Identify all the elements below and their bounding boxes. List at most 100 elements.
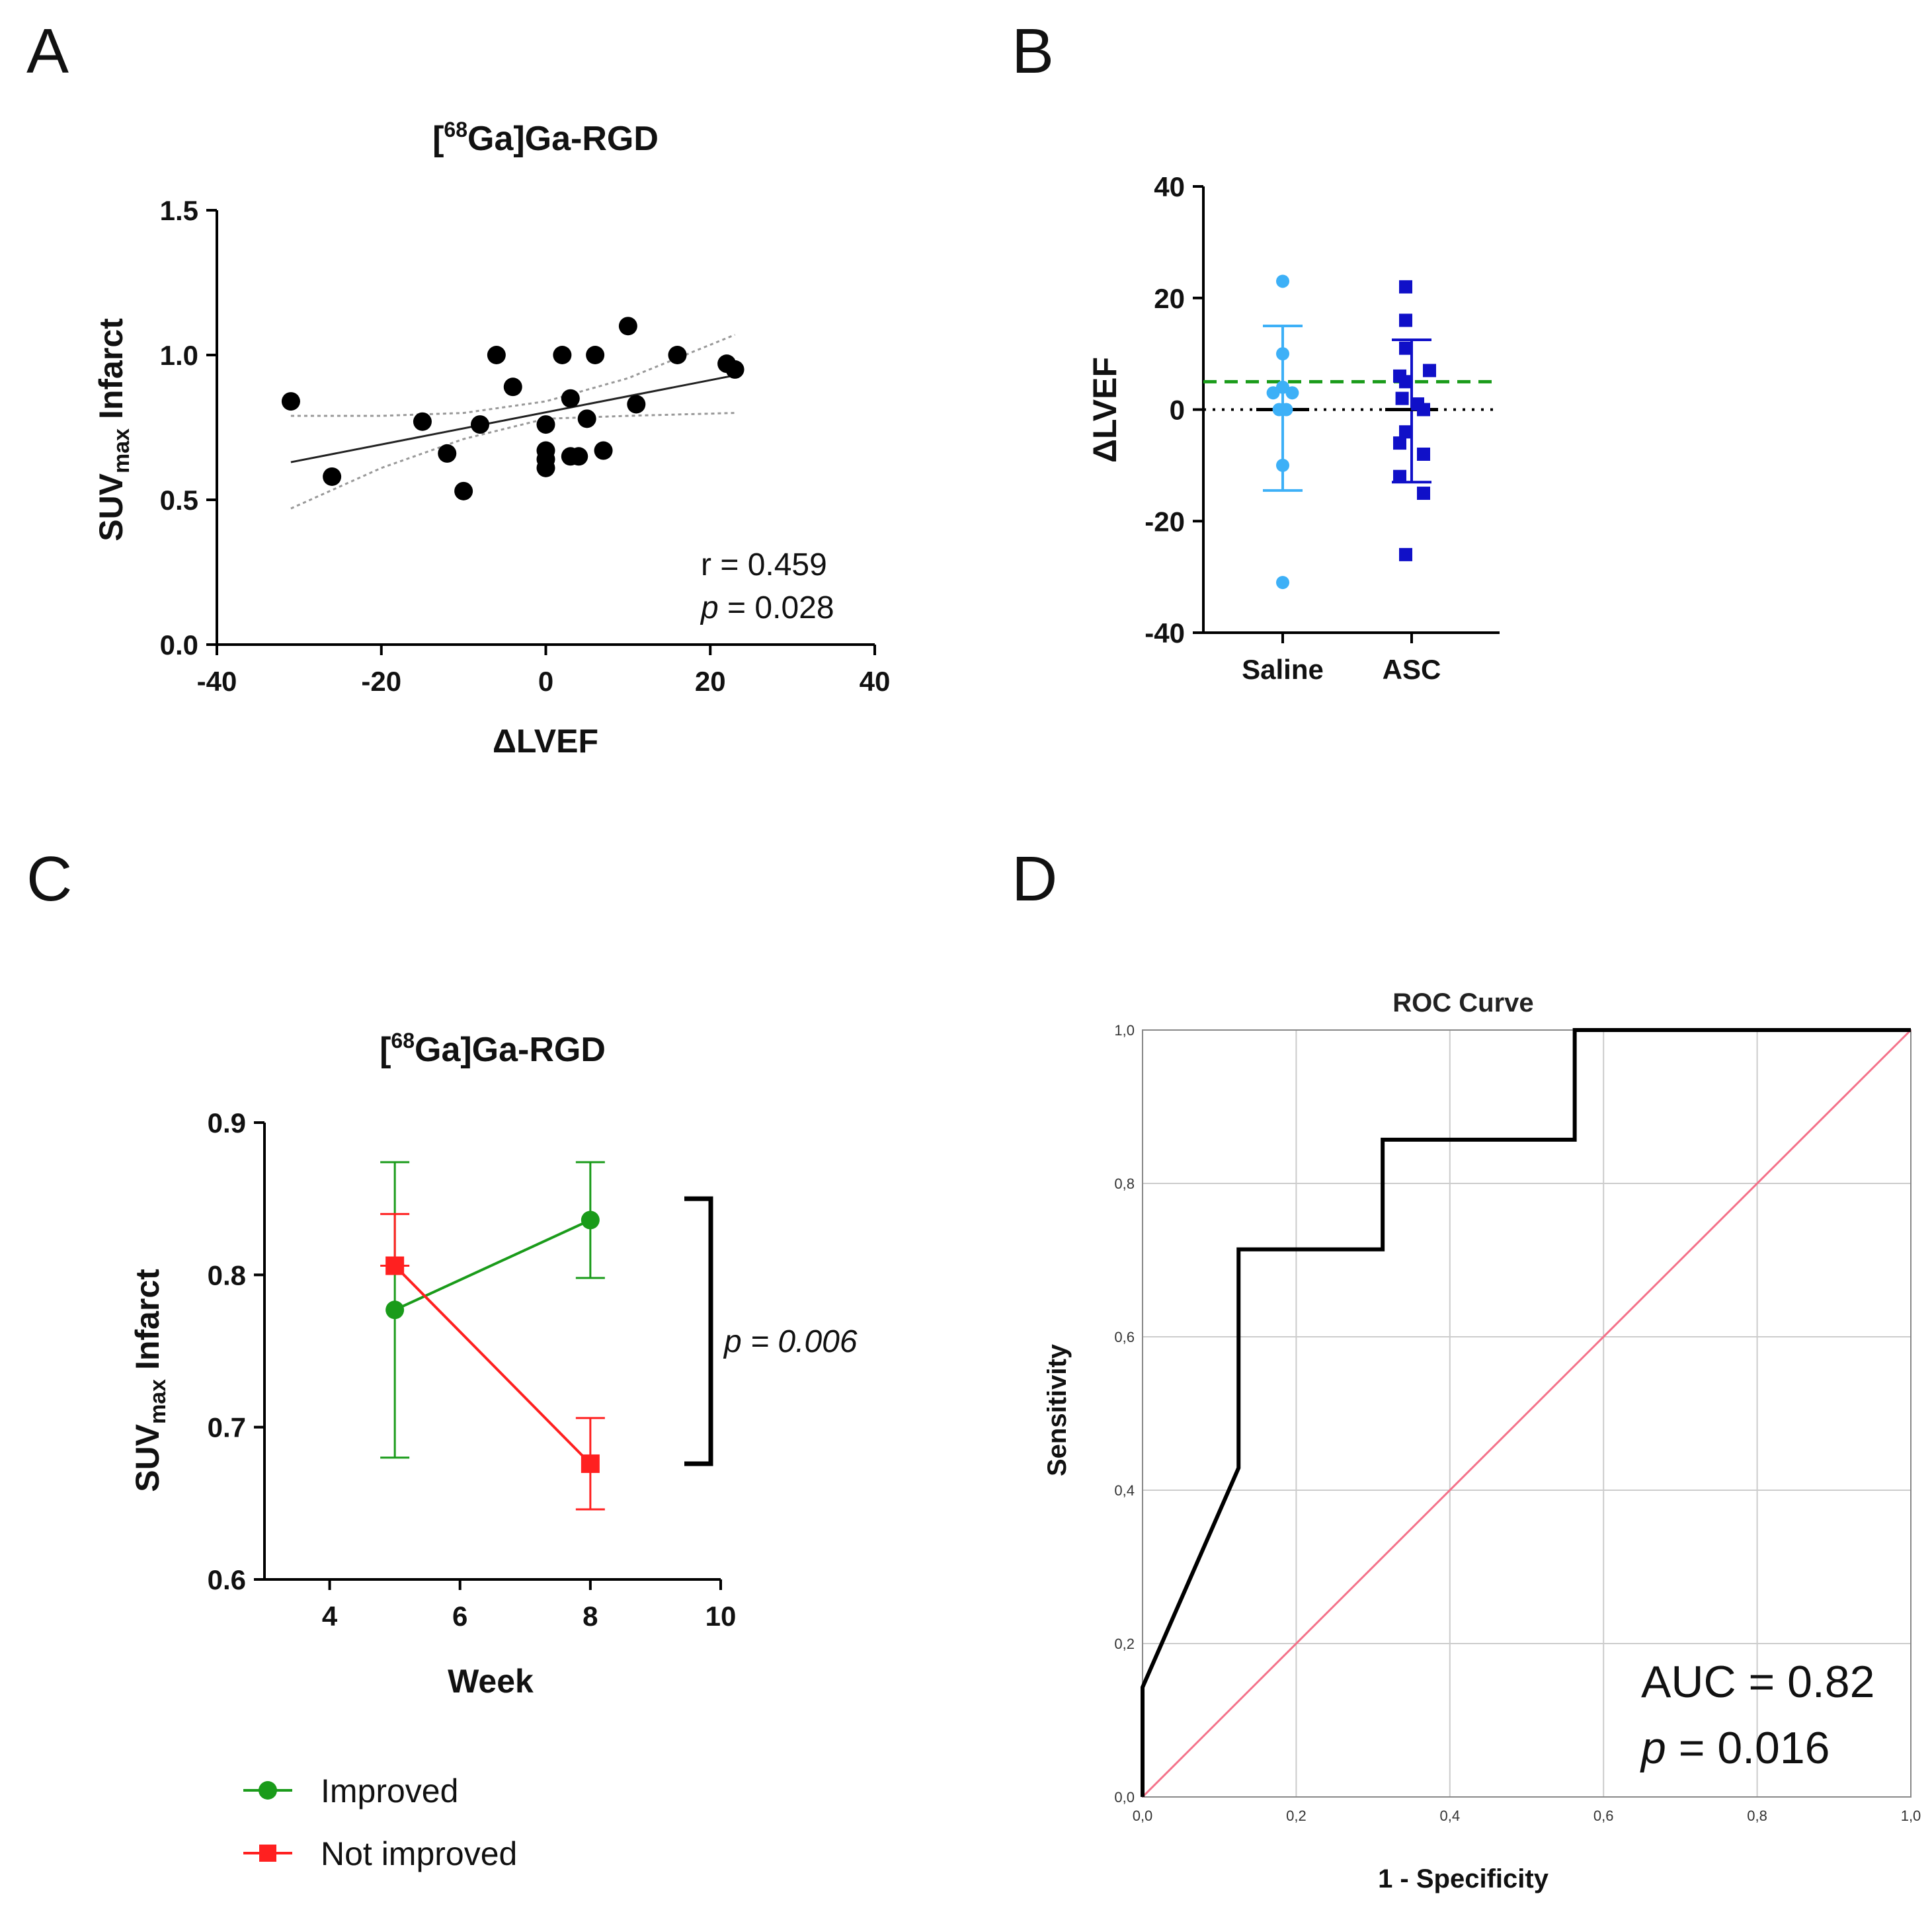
panel-c-p-value: p = 0.006 — [723, 1324, 858, 1359]
panel-a-data-point — [553, 346, 572, 364]
panel-a-x-tick-label: -40 — [197, 666, 237, 697]
panel-d-x-tick-label: 0,6 — [1593, 1808, 1614, 1824]
panel-a-y-tick-label: 0.5 — [160, 485, 198, 516]
panel-c-y-tick-label: 0.6 — [208, 1564, 246, 1595]
panel-a-data-point — [618, 317, 637, 336]
panel-c-not-improved-marker — [581, 1454, 600, 1473]
panel-b-asc-point — [1399, 280, 1412, 294]
panel-a-data-point — [323, 467, 342, 486]
panel-a-data-point — [668, 346, 687, 364]
panel-b-y-tick-label: 0 — [1170, 395, 1185, 426]
panel-a-data-point — [577, 409, 596, 428]
panel-a-regression-line — [290, 374, 735, 463]
panel-b-saline-point — [1266, 386, 1280, 400]
panel-d-x-tick-label: 0,0 — [1133, 1808, 1153, 1824]
panel-b-y-axis-label: ΔLVEF — [1086, 357, 1123, 463]
panel-a-data-point — [561, 389, 580, 408]
panel-d-y-tick-label: 1,0 — [1114, 1022, 1135, 1039]
panel-c-improved-marker — [385, 1300, 405, 1320]
panel-a-data-point — [586, 346, 605, 364]
panel-label-c: C — [26, 844, 72, 914]
panel-b-asc-point — [1399, 313, 1412, 327]
panel-a-data-point — [569, 447, 588, 466]
legend-improved-label: Improved — [321, 1772, 458, 1810]
panel-c-x-tick-label: 10 — [705, 1601, 737, 1632]
panel-b-asc-point — [1399, 547, 1412, 561]
panel-b-asc-point — [1411, 397, 1424, 411]
panel-c-y-tick-label: 0.7 — [208, 1412, 246, 1443]
panel-c-improved-line — [394, 1218, 591, 1312]
panel-b-saline-point — [1276, 380, 1289, 394]
panel-a-data-point — [594, 441, 613, 460]
panel-b-y-tick-label: -40 — [1145, 617, 1185, 649]
panel-c-legend: Improved Not improved — [243, 1772, 517, 1872]
panel-b-plot-area: -40 -20 0 20 40 Saline ASC — [1145, 171, 1500, 685]
panel-a-ci-lower-band — [290, 412, 735, 510]
panel-d-x-tick-label: 0,8 — [1747, 1808, 1767, 1824]
panel-a-x-tick-label: -20 — [361, 666, 401, 697]
panel-a-ci-upper-band — [290, 333, 736, 417]
panel-d-plot-area: 0,0 0,2 0,4 0,6 0,8 1,0 0,0 0,2 0,4 0,6 0,8 1,0 — [1114, 1022, 1921, 1824]
panel-c-title: [68Ga]Ga-RGD — [380, 1029, 606, 1069]
panel-a-data-point — [487, 346, 506, 364]
panel-b-saline-point — [1285, 386, 1299, 400]
panel-b-asc-point — [1417, 487, 1430, 500]
panel-b-asc-point — [1423, 364, 1436, 378]
panel-b-asc-point — [1399, 425, 1412, 439]
legend-item-improved: Improved — [243, 1772, 458, 1810]
panel-a-x-tick-label: 40 — [860, 666, 891, 697]
panel-c-x-axis-label: Week — [448, 1663, 534, 1700]
legend-not-improved-label: Not improved — [321, 1835, 517, 1872]
panel-a-x-axis-label: ΔLVEF — [493, 723, 598, 760]
panel-d-x-axis-label: 1 - Specificity — [1378, 1864, 1549, 1893]
panel-a-y-axis-label: SUVmax Infarct — [93, 318, 134, 541]
panel-d-title: ROC Curve — [1392, 988, 1533, 1017]
panel-a-p-value: p = 0.028 — [700, 590, 834, 625]
panel-d-x-tick-label: 1,0 — [1901, 1808, 1921, 1824]
panel-a-y-tick-label: 1.0 — [160, 340, 198, 371]
panel-b-category-label: ASC — [1383, 654, 1441, 685]
panel-b-asc-point — [1399, 341, 1412, 355]
legend-improved-marker — [259, 1781, 277, 1800]
panel-b: -40 -20 0 20 40 Saline ASC ΔLVEF — [1086, 171, 1500, 685]
panel-d-y-axis-label: Sensitivity — [1043, 1343, 1072, 1476]
panel-b-category-label: Saline — [1242, 654, 1324, 685]
panel-a-data-point — [536, 415, 555, 434]
panel-a-data-point — [536, 450, 555, 469]
panel-b-asc-point — [1399, 375, 1412, 389]
panel-a-data-point — [413, 412, 432, 431]
panel-c-significance-bracket — [684, 1196, 713, 1466]
panel-b-saline-point — [1276, 274, 1289, 288]
panel-a-plot-area: -40 -20 0 20 40 0.0 0.5 1.0 1.5 — [160, 195, 891, 697]
panel-d-auc-value: AUC = 0.82 — [1641, 1657, 1874, 1707]
panel-c-y-tick-label: 0.8 — [208, 1259, 246, 1291]
panel-b-asc-point — [1417, 448, 1430, 461]
panel-c-plot-area: 4 6 8 10 0.6 0.7 0.8 0.9 — [208, 1107, 737, 1632]
panel-a-title: [68Ga]Ga-RGD — [432, 118, 659, 158]
panel-c-x-tick-label: 6 — [452, 1601, 467, 1632]
panel-a-data-point — [454, 481, 473, 500]
panel-b-saline-point — [1279, 403, 1293, 417]
panel-b-y-tick-label: 40 — [1154, 171, 1185, 202]
panel-d-frame — [1142, 1029, 1912, 1798]
panel-c-not-improved-marker — [385, 1256, 405, 1275]
legend-item-not-improved: Not improved — [243, 1835, 517, 1872]
panel-a-y-tick-label: 1.5 — [160, 195, 198, 226]
panel-a-data-point — [438, 444, 457, 463]
panel-a-x-tick-label: 20 — [695, 666, 726, 697]
panel-b-y-tick-label: 20 — [1154, 283, 1185, 314]
panel-b-asc-point — [1395, 391, 1409, 405]
panel-d-x-tick-label: 0,2 — [1286, 1808, 1307, 1824]
panel-a-data-point — [503, 378, 522, 397]
panel-d: ROC Curve 0,0 0,2 0,4 0,6 0,8 1,0 0,0 0,2 0,4 0,6… — [1043, 988, 1921, 1893]
panel-a-r-value: r = 0.459 — [701, 547, 827, 582]
panel-b-asc-point — [1393, 436, 1406, 450]
panel-a-data-point — [725, 360, 745, 379]
panel-b-y-tick-label: -20 — [1145, 506, 1185, 537]
panel-a-data-point — [627, 395, 646, 414]
panel-c-x-tick-label: 4 — [322, 1601, 338, 1632]
panel-d-roc-curve — [1141, 1028, 1911, 1797]
panel-d-y-tick-label: 0,8 — [1114, 1175, 1135, 1192]
panel-c-y-tick-label: 0.9 — [208, 1107, 246, 1138]
